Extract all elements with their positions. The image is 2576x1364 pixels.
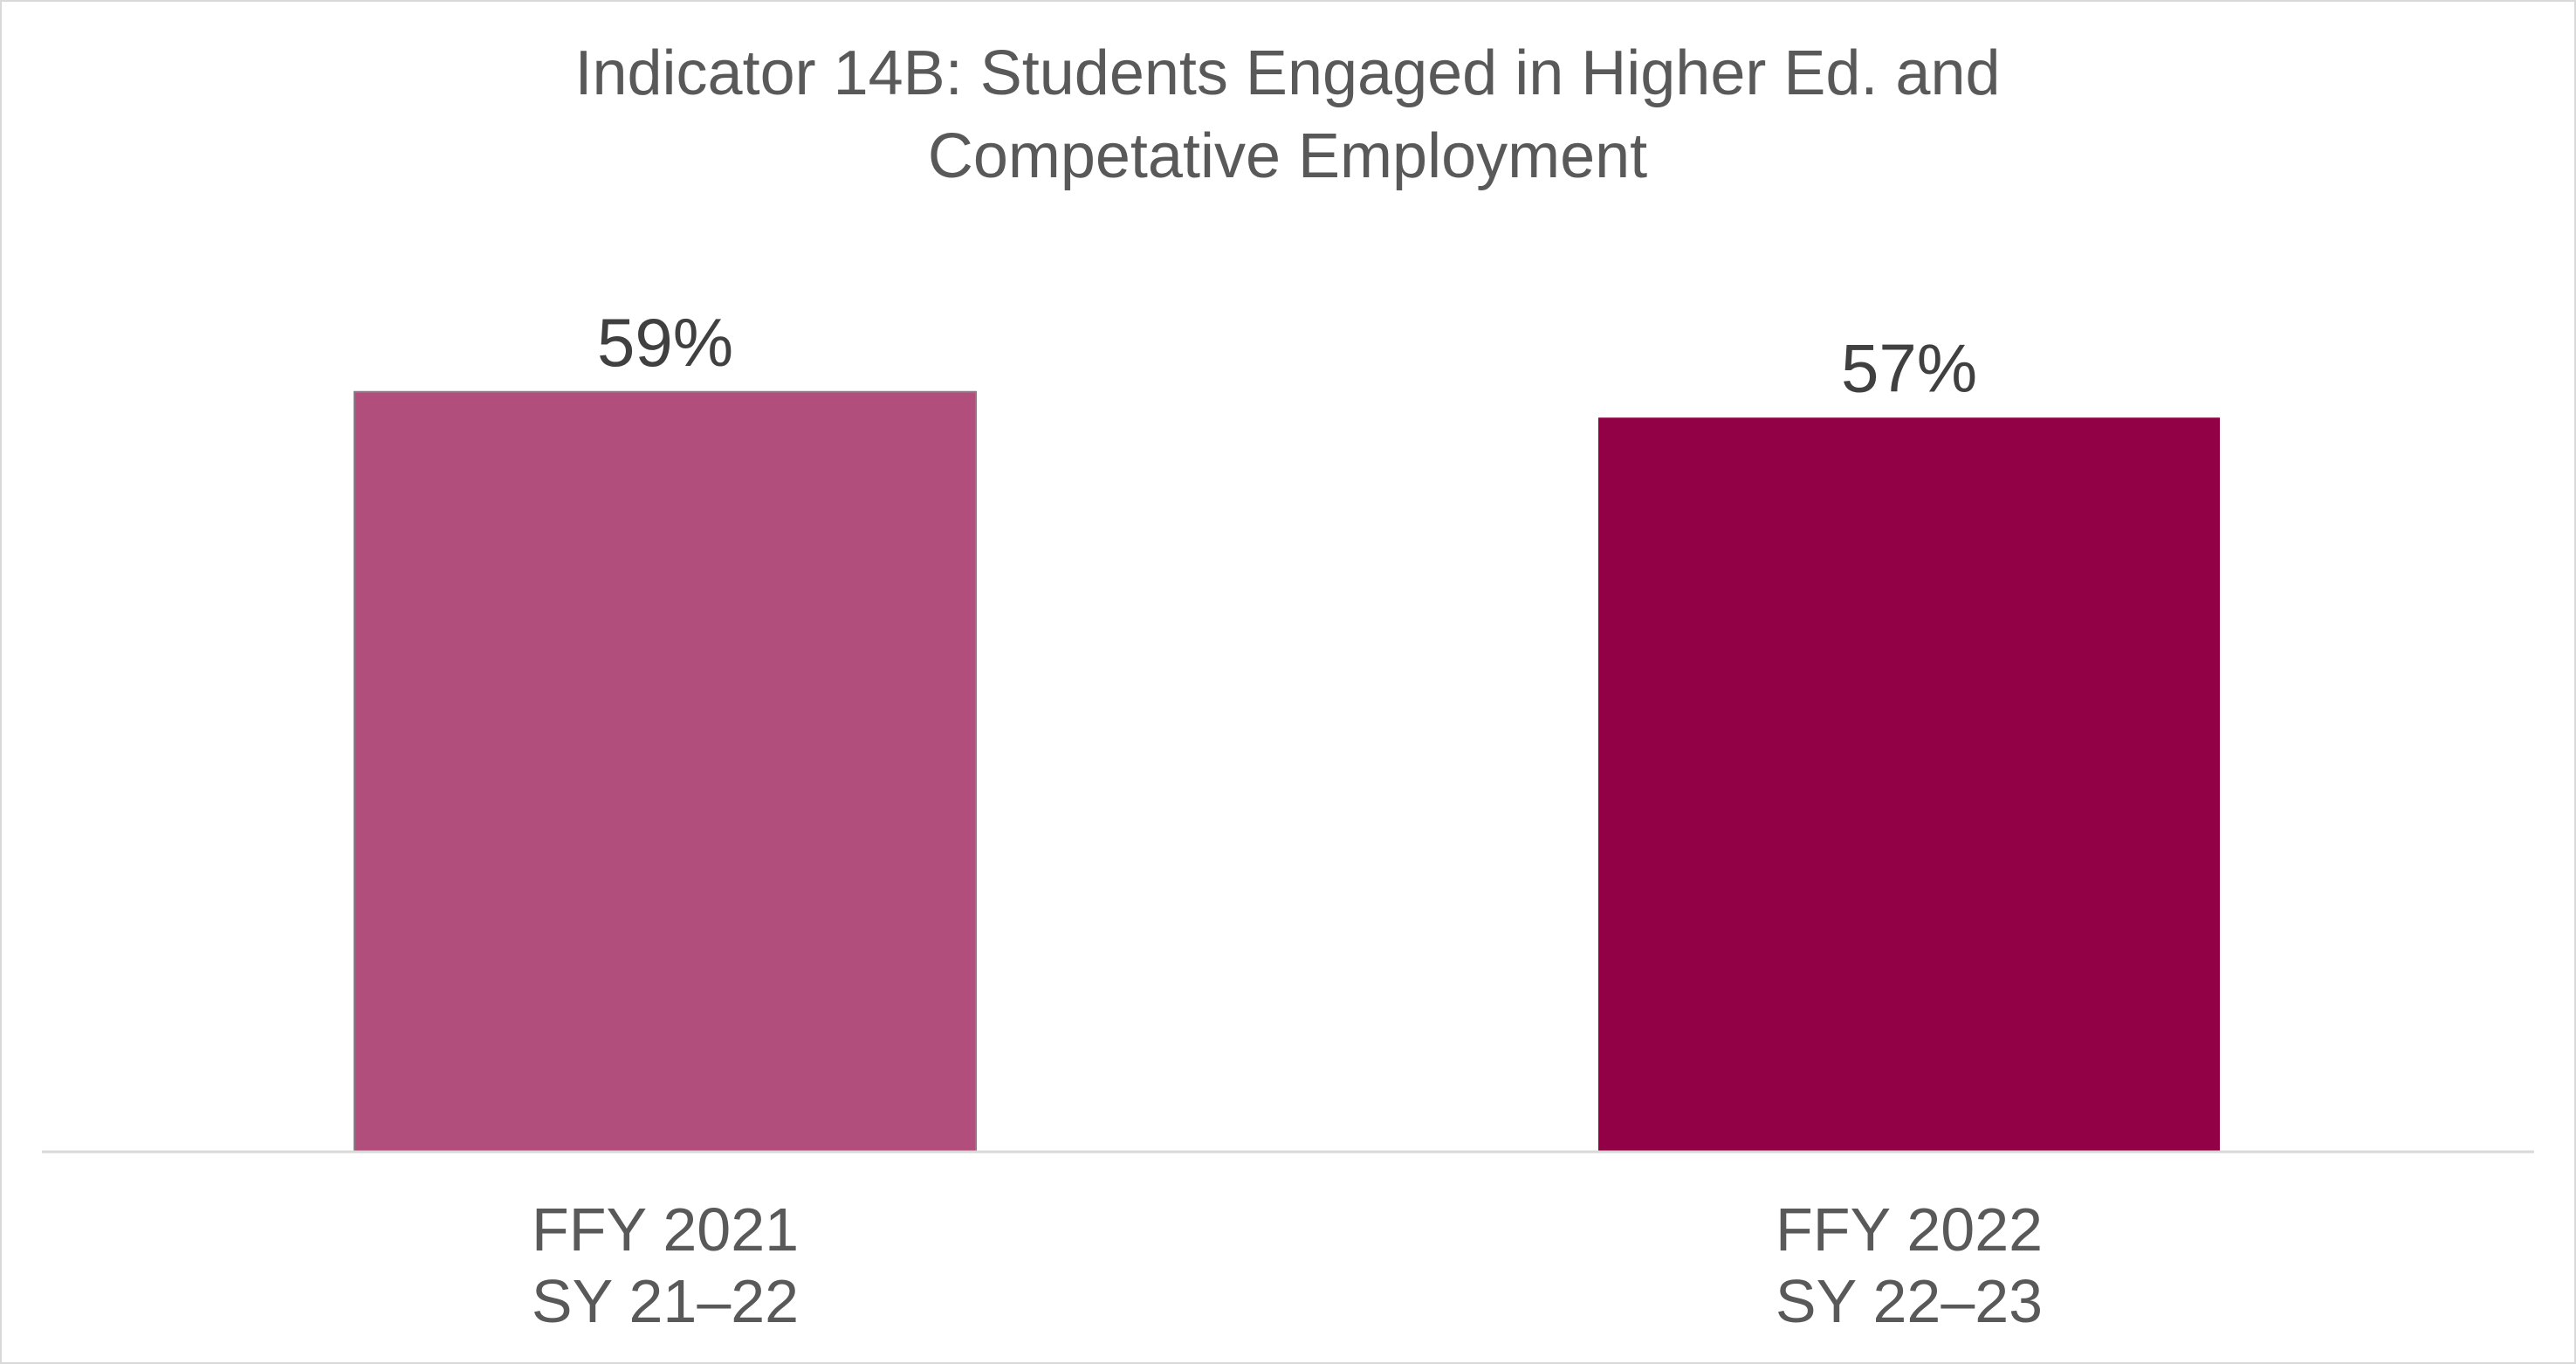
bars-group: 59% 57%: [354, 304, 2220, 1153]
bar-1: [354, 390, 977, 1153]
x-tick-label-1-line-1: FFY 2021: [532, 1195, 799, 1264]
x-tick-label-1-line-2: SY 21–22: [532, 1267, 799, 1335]
data-label-1: 59%: [597, 304, 733, 381]
x-tick-label-2-line-2: SY 22–23: [1776, 1267, 2043, 1335]
chart-title-line-2: Competative Employment: [928, 121, 1647, 191]
chart-title-line-1: Indicator 14B: Students Engaged in Highe…: [574, 38, 2000, 108]
x-tick-label-2-line-1: FFY 2022: [1776, 1195, 2043, 1264]
data-label-2: 57%: [1841, 329, 1977, 406]
bar-2: [1598, 417, 2220, 1152]
